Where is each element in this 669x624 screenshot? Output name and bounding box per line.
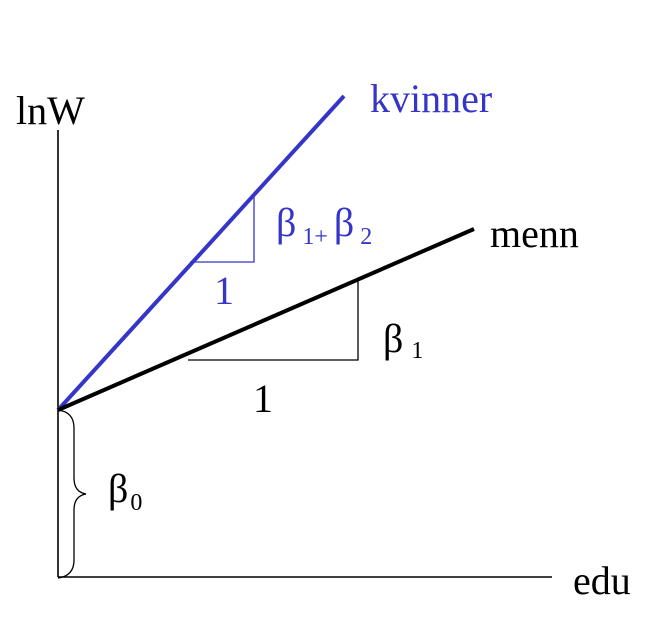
- men-slope-sub: 1: [411, 338, 423, 364]
- y-axis-label: lnW: [16, 88, 85, 133]
- intercept-label: β0: [108, 466, 142, 516]
- men-slope-beta: β: [383, 316, 403, 361]
- intercept-brace: [57, 409, 87, 579]
- x-axis-label: edu: [573, 558, 631, 603]
- women-line: [56, 94, 346, 412]
- men-line-label: menn: [490, 211, 579, 256]
- intercept-sub: 0: [130, 490, 142, 516]
- women-slope-triangle: [190, 195, 255, 263]
- women-slope-run: 1: [214, 268, 234, 313]
- intercept-beta: β: [108, 466, 128, 511]
- men-slope-triangle: [188, 281, 359, 361]
- women-slope-sub2: 2: [360, 224, 372, 250]
- women-slope-sub1: 1+: [302, 224, 328, 250]
- women-line-label: kvinner: [370, 76, 492, 121]
- men-slope-run: 1: [253, 376, 273, 421]
- women-slope-beta2: β: [334, 200, 354, 245]
- women-slope-beta1: β: [276, 200, 296, 245]
- women-slope-label: β 1+ β 2: [276, 200, 372, 250]
- men-line: [57, 227, 475, 412]
